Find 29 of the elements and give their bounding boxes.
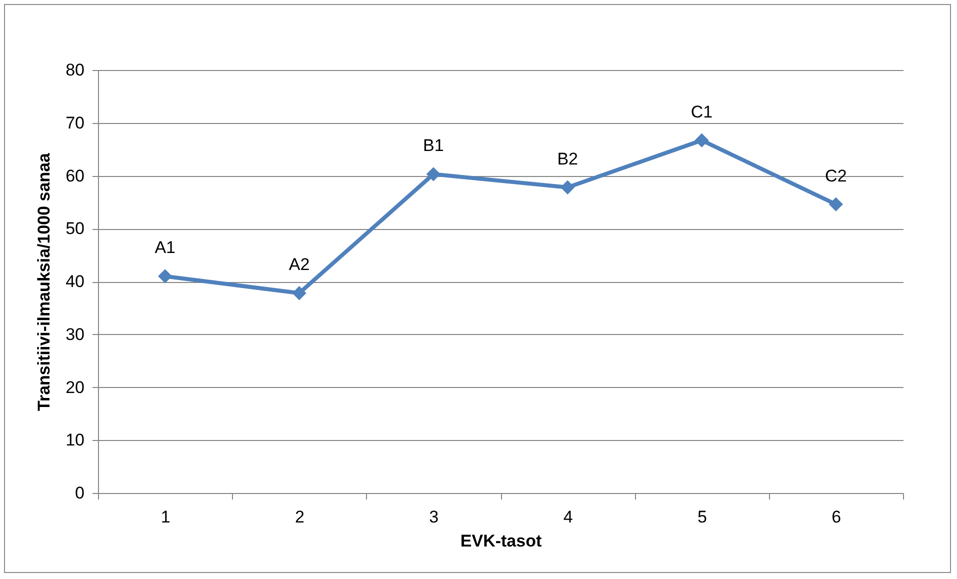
point [158,269,172,284]
point [292,286,306,300]
point [694,133,709,148]
y-tick-label: 80 [66,60,84,80]
y-tick-label: 10 [66,430,84,450]
y-tick-label: 30 [66,324,84,344]
annotation: A2 [288,255,310,274]
annotation: C2 [825,166,847,186]
x-axis-title: EVK-tasot [460,532,542,550]
x-tick-label: 4 [563,508,573,526]
x-tick-label: 2 [295,508,304,526]
y-tick-label: 40 [66,272,84,291]
x-tick-label: 3 [429,508,439,526]
y-tick-label: 70 [66,113,84,132]
point [828,197,843,212]
annotation: B2 [557,149,578,168]
point [426,167,440,182]
y-tick-label: 20 [66,378,84,397]
x-tick-label: 6 [832,508,842,526]
y-tick-label: 50 [66,219,84,238]
y-tick-label: 0 [75,484,84,502]
annotation: A1 [154,238,176,258]
x-tick-label: 5 [698,508,707,526]
annotation: C1 [690,102,713,122]
annotation: B1 [423,136,444,156]
x-tick-label: 1 [160,508,170,526]
point [560,180,575,194]
y-tick-label: 60 [66,166,84,186]
y-axis-title: Transitiivi-ilmauksia/1000 sanaa [34,152,54,411]
